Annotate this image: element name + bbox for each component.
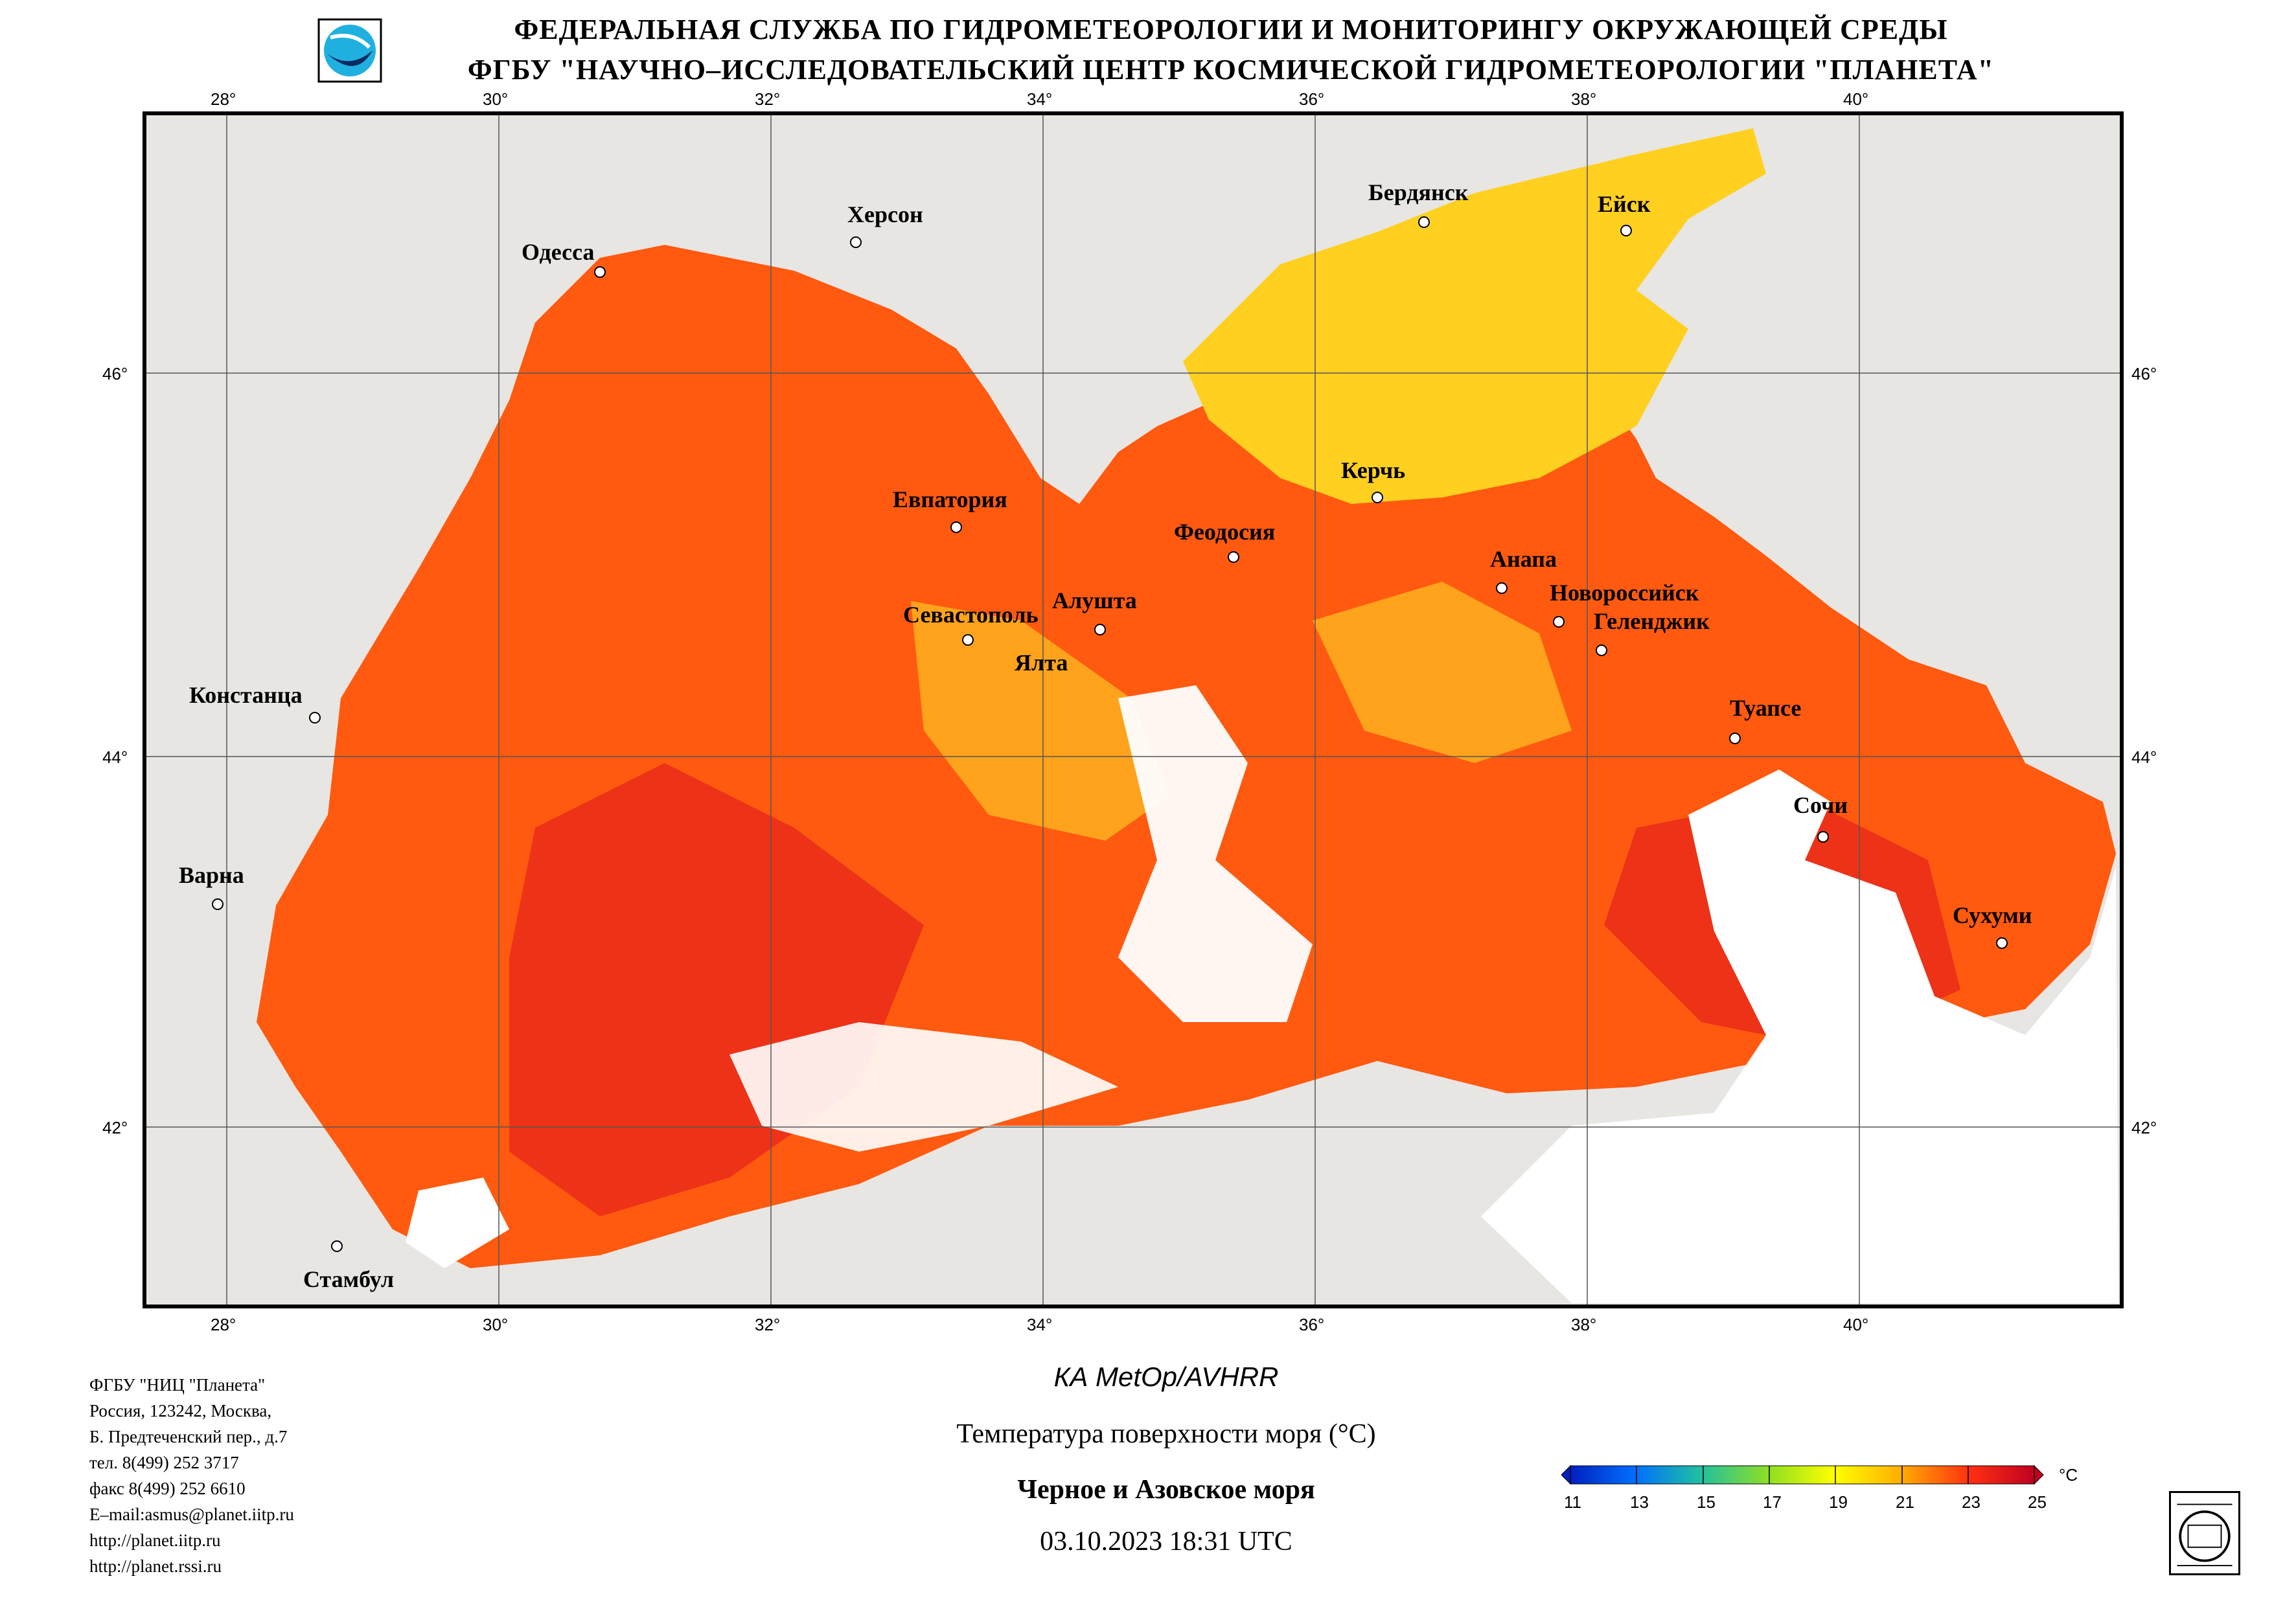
lat-tick-left-44: 44° (102, 747, 128, 767)
scale-label-17: 17 (1763, 1492, 1782, 1512)
scale-unit: °C (2059, 1465, 2078, 1485)
city-yeysk: Ейск (1598, 191, 1651, 217)
lon-tick-top-40: 40° (1843, 89, 1869, 109)
city-markers (212, 216, 2008, 1252)
city-kerch: Керчь (1341, 457, 1406, 483)
scale-label-21: 21 (1896, 1492, 1914, 1512)
city-sukhumi: Сухуми (1953, 902, 2032, 928)
header-line-2: ФГБУ "НАУЧНО–ИССЛЕДОВАТЕЛЬСКИЙ ЦЕНТР КОС… (467, 54, 1995, 85)
city-sevastopol: Севастополь (903, 602, 1039, 628)
city-tuapse: Туапсе (1730, 695, 1802, 721)
address-line-1: ФГБУ "НИЦ "Планета" (89, 1375, 266, 1395)
scale-label-15: 15 (1697, 1492, 1716, 1512)
cloud-south (729, 1022, 1118, 1152)
lon-tick-bottom-36: 36° (1299, 1315, 1325, 1334)
cloud-east (1481, 769, 2118, 1303)
city-anapa: Анапа (1490, 546, 1557, 572)
address-email[interactable]: E–mail:asmus@planet.iitp.ru (89, 1505, 294, 1524)
scale-label-19: 19 (1829, 1492, 1848, 1512)
scale-label-23: 23 (1962, 1492, 1980, 1512)
lat-tick-right-46: 46° (2131, 364, 2157, 383)
city-feodosia: Феодосия (1174, 519, 1276, 545)
lon-tick-bottom-34: 34° (1027, 1315, 1053, 1334)
address-url-2[interactable]: http://planet.rssi.ru (89, 1556, 222, 1576)
city-novorossiysk: Новороссийск (1550, 580, 1699, 606)
scale-label-25: 25 (2028, 1492, 2047, 1512)
lat-tick-left-46: 46° (102, 364, 128, 383)
city-yalta: Ялта (1015, 650, 1068, 676)
address-url-1[interactable]: http://planet.iitp.ru (89, 1531, 221, 1550)
mild-area-kerch (1313, 582, 1572, 763)
city-berdyansk: Бердянск (1368, 179, 1469, 205)
lat-tick-right-44: 44° (2131, 747, 2157, 767)
lon-tick-bottom-30: 30° (483, 1315, 509, 1334)
sea-of-azov (1183, 128, 1766, 504)
city-sochi: Сочи (1793, 792, 1848, 818)
city-alushta: Алушта (1052, 587, 1137, 613)
datetime-label: 03.10.2023 18:31 UTC (1040, 1527, 1292, 1556)
map-frame (143, 111, 2124, 1308)
address-line-3: Б. Предтеченский пер., д.7 (89, 1427, 288, 1446)
address-line-2: Россия, 123242, Москва, (89, 1401, 272, 1420)
lon-tick-top-30: 30° (483, 89, 509, 109)
planeta-logo-icon (317, 18, 382, 83)
lon-tick-bottom-28: 28° (211, 1315, 236, 1334)
lon-tick-top-38: 38° (1571, 89, 1597, 109)
lat-tick-left-42: 42° (102, 1118, 128, 1137)
region-label: Черное и Азовское моря (1017, 1475, 1315, 1505)
lon-tick-top-36: 36° (1299, 89, 1325, 109)
header-line-1: ФЕДЕРАЛЬНАЯ СЛУЖБА ПО ГИДРОМЕТЕОРОЛОГИИ … (514, 14, 1948, 45)
address-phone: тел. 8(499) 252 3717 (89, 1453, 239, 1472)
satellite-label: КА MetOp/AVHRR (1053, 1362, 1279, 1392)
city-yevpatoria: Евпатория (893, 486, 1007, 512)
city-odessa: Одесса (522, 239, 595, 265)
city-varna: Варна (179, 862, 244, 888)
mild-area-crimea (911, 601, 1170, 841)
temperature-color-scale (1561, 1465, 2044, 1485)
cloud-bosphorus (406, 1178, 509, 1268)
lon-tick-top-28: 28° (211, 89, 236, 109)
lon-tick-top-32: 32° (755, 89, 781, 109)
lon-tick-bottom-32: 32° (755, 1315, 781, 1334)
city-kherson: Херсон (847, 201, 923, 227)
iso-certificate-icon (2169, 1491, 2240, 1575)
graticule (146, 115, 2120, 1305)
lon-tick-top-34: 34° (1027, 89, 1053, 109)
lon-tick-bottom-40: 40° (1843, 1315, 1869, 1334)
scale-label-11: 11 (1564, 1492, 1581, 1512)
scale-label-13: 13 (1630, 1492, 1649, 1512)
city-istanbul: Стамбул (303, 1266, 395, 1292)
city-constanta: Констанца (189, 682, 303, 708)
address-fax: факс 8(499) 252 6610 (89, 1479, 246, 1498)
cloud-central (1118, 685, 1313, 1022)
sst-map[interactable] (146, 115, 2120, 1305)
city-gelendzhik: Геленджик (1594, 608, 1710, 634)
lon-tick-bottom-38: 38° (1571, 1315, 1597, 1334)
lat-tick-right-42: 42° (2131, 1118, 2157, 1137)
parameter-label: Температура поверхности моря (°C) (956, 1419, 1376, 1449)
